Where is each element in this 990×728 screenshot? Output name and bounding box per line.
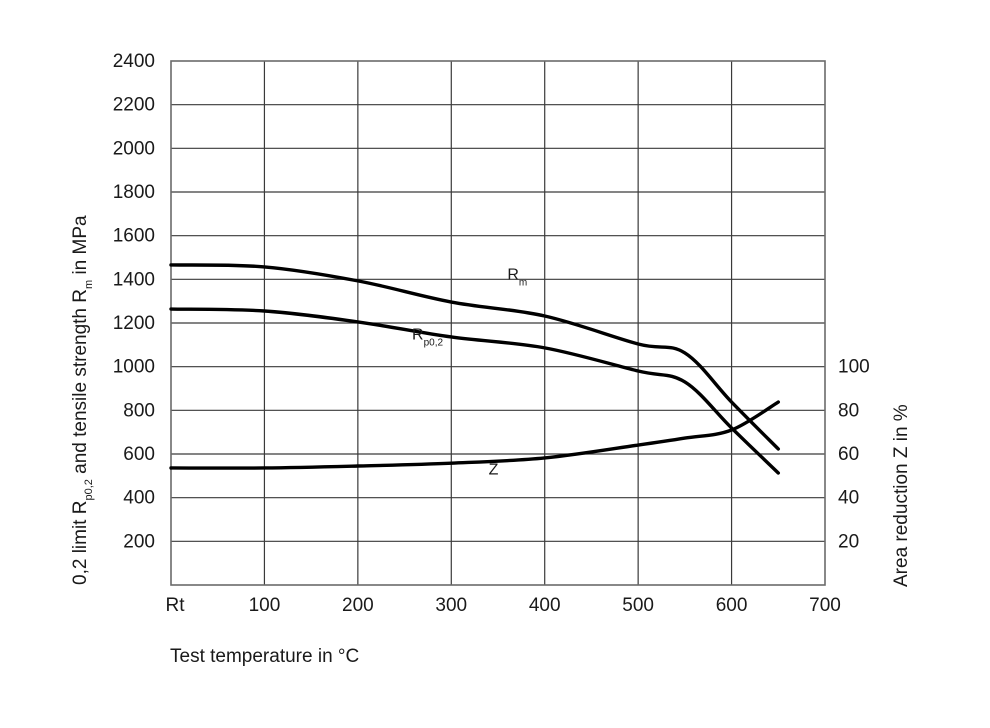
y-tick-label: 1200 <box>113 313 155 334</box>
y-tick-label: 1000 <box>113 357 155 378</box>
curve-z <box>169 400 780 470</box>
y2-tick-label: 60 <box>838 444 859 465</box>
curve-rp02 <box>169 307 780 475</box>
y2-tick-label: 20 <box>838 531 859 552</box>
y-tick-label: 200 <box>123 531 155 552</box>
curve-rm <box>169 263 780 451</box>
axis-ticks: 200 400 600 800 1000 1200 1400 1600 1800 2000 2200… <box>113 51 870 616</box>
curve-labels: Rm Rp0,2 Z <box>412 266 527 478</box>
gridlines <box>171 61 825 585</box>
y2-tick-label: 100 <box>838 357 870 378</box>
x-tick-label: 400 <box>529 595 561 616</box>
y2-tick-label: 80 <box>838 400 859 421</box>
y-tick-label: 2200 <box>113 95 155 116</box>
curve-label-rm: Rm <box>507 266 527 288</box>
y2-tick-label: 40 <box>838 488 859 509</box>
y2-axis-label: Area reduction Z in % <box>891 404 912 587</box>
x-tick-label: 500 <box>622 595 654 616</box>
y-tick-label: 600 <box>123 444 155 465</box>
data-curves <box>169 263 780 475</box>
x-tick-label: 100 <box>249 595 281 616</box>
x-tick-label: Rt <box>166 595 186 616</box>
curve-label-rp02: Rp0,2 <box>412 326 443 348</box>
y-tick-label: 1400 <box>113 269 155 290</box>
plot-frame <box>170 60 826 586</box>
y-tick-label: 400 <box>123 488 155 509</box>
y-tick-label: 1600 <box>113 226 155 247</box>
y-tick-label: 2400 <box>113 51 155 72</box>
x-tick-label: 600 <box>716 595 748 616</box>
y-tick-label: 1800 <box>113 182 155 203</box>
x-tick-label: 300 <box>435 595 467 616</box>
x-axis-label: Test temperature in °C <box>170 646 359 667</box>
curve-label-z: Z <box>489 462 499 479</box>
y-tick-label: 800 <box>123 400 155 421</box>
x-tick-label: 700 <box>809 595 841 616</box>
y-axis-label: 0,2 limit Rp0,2 and tensile strength Rm … <box>70 215 95 585</box>
y-tick-label: 2000 <box>113 138 155 159</box>
x-tick-label: 200 <box>342 595 374 616</box>
